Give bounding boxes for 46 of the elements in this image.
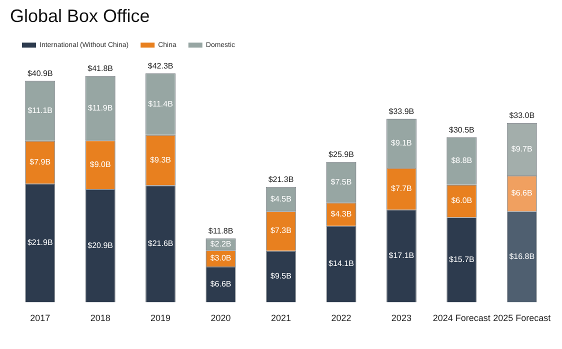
data-label: $21.9B [27, 238, 53, 248]
data-label: $6.0B [451, 196, 472, 206]
x-tick-label: 2024 Forecast [432, 313, 491, 324]
x-tick-label: 2019 [150, 313, 171, 324]
data-label: $20.9B [88, 240, 114, 250]
data-label: $7.3B [270, 226, 292, 236]
data-label: $7.5B [330, 178, 352, 186]
data-label: $11.4B [148, 99, 173, 108]
data-label: $15.7B [448, 254, 474, 264]
data-label: $14.1B [328, 259, 354, 268]
data-label: $16.8B [509, 252, 535, 261]
x-tick-label: 2021 [270, 313, 292, 324]
data-label: $9.3B [150, 155, 172, 164]
x-tick-label: 2025 Forecast [493, 313, 552, 324]
x-tick-label: 2020 [210, 313, 231, 324]
data-label: $11.9B [88, 103, 113, 112]
total-label: $11.8B [208, 226, 234, 236]
x-tick-label: 2017 [30, 313, 50, 324]
data-label: $9.7B [511, 144, 532, 154]
chart-title: Global Box Office [10, 6, 150, 26]
data-label: $9.1B [390, 138, 412, 148]
x-tick-label: 2022 [331, 313, 352, 324]
data-label: $4.3B [330, 209, 352, 218]
data-label: $17.1B [388, 251, 414, 260]
total-label: $40.9B [27, 69, 53, 78]
data-label: $7.7B [390, 184, 412, 193]
x-tick-label: 2018 [90, 313, 110, 324]
data-label: $4.5B [270, 194, 292, 204]
data-label: $11.1B [28, 106, 52, 116]
data-label: $6.6B [511, 188, 532, 198]
total-label: $30.5B [448, 125, 474, 134]
data-label: $9.5B [270, 272, 292, 281]
total-label: $25.9B [328, 150, 354, 160]
x-tick-label: 2023 [391, 313, 412, 324]
data-label: $6.6B [210, 280, 232, 289]
total-label: $41.8B [88, 64, 114, 74]
data-label: $2.2B [210, 239, 232, 248]
total-label: $33.0B [509, 111, 535, 120]
total-label: $21.3B [268, 175, 294, 184]
total-label: $33.9B [388, 106, 414, 116]
data-label: $9.0B [90, 160, 111, 169]
total-label: $42.3B [148, 61, 174, 70]
data-label: $3.0B [210, 254, 232, 263]
data-label: $7.9B [30, 157, 51, 166]
data-label: $8.8B [451, 156, 472, 166]
data-label: $21.6B [148, 238, 174, 248]
